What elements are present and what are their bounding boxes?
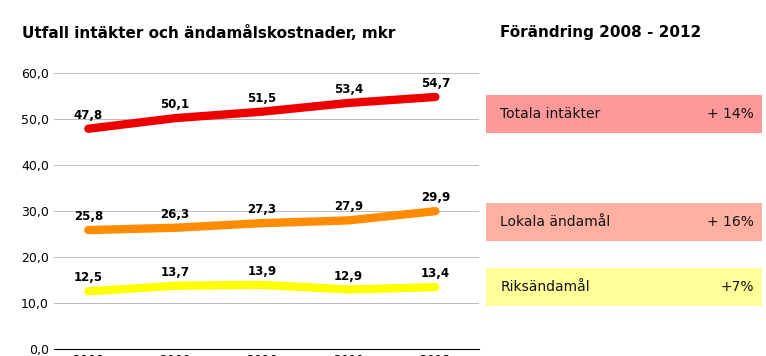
- Text: 13,9: 13,9: [247, 265, 277, 278]
- Text: 12,5: 12,5: [74, 271, 103, 284]
- Text: 47,8: 47,8: [74, 109, 103, 122]
- Text: 53,4: 53,4: [334, 83, 363, 96]
- Text: 27,3: 27,3: [247, 203, 277, 216]
- FancyBboxPatch shape: [486, 268, 762, 305]
- Text: 29,9: 29,9: [421, 191, 450, 204]
- Text: 54,7: 54,7: [421, 77, 450, 90]
- Text: Lokala ändamål: Lokala ändamål: [500, 215, 611, 229]
- Text: 12,9: 12,9: [334, 269, 363, 283]
- FancyBboxPatch shape: [486, 203, 762, 241]
- Text: 25,8: 25,8: [74, 210, 103, 223]
- Text: 26,3: 26,3: [161, 208, 190, 221]
- Text: Totala intäkter: Totala intäkter: [500, 107, 601, 121]
- Text: 50,1: 50,1: [161, 98, 190, 111]
- Text: + 16%: + 16%: [707, 215, 754, 229]
- Text: 27,9: 27,9: [334, 200, 363, 214]
- Text: Utfall intäkter och ändamålskostnader, mkr: Utfall intäkter och ändamålskostnader, m…: [21, 25, 395, 41]
- FancyBboxPatch shape: [486, 95, 762, 133]
- Text: 13,4: 13,4: [421, 267, 450, 280]
- Text: + 14%: + 14%: [707, 107, 754, 121]
- Text: 13,7: 13,7: [161, 266, 190, 279]
- Text: Riksändamål: Riksändamål: [500, 280, 590, 294]
- Text: +7%: +7%: [720, 280, 754, 294]
- Text: Förändring 2008 - 2012: Förändring 2008 - 2012: [500, 25, 702, 41]
- Text: 51,5: 51,5: [247, 92, 277, 105]
